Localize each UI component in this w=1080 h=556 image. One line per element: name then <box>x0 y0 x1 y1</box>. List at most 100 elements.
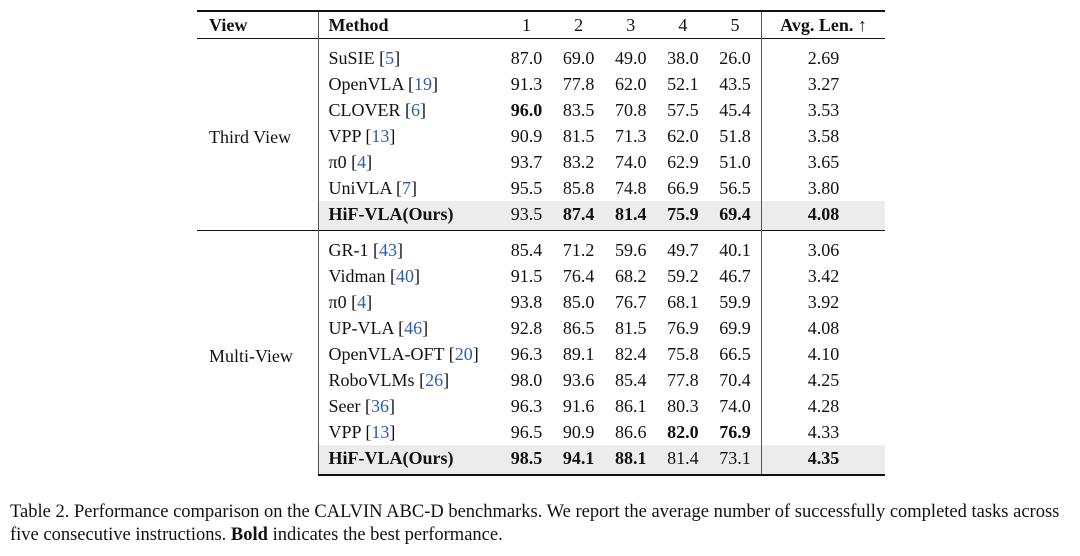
citation-link[interactable]: 19 <box>414 73 433 94</box>
method-name: VPP <box>328 421 361 442</box>
citation-link[interactable]: 4 <box>357 151 367 172</box>
avg-len-cell: 4.33 <box>761 419 885 445</box>
score-cell-5: 73.1 <box>708 445 762 476</box>
method-name: UP-VLA <box>328 317 394 338</box>
header-method: Method <box>317 11 501 39</box>
header-avg-len: Avg. Len. ↑ <box>761 11 885 39</box>
score-cell-2: 93.6 <box>562 369 595 390</box>
score-cell-3: 86.6 <box>615 421 647 442</box>
score-cell-2: 83.5 <box>562 99 595 120</box>
score-cell-3: 86.1 <box>615 395 647 416</box>
score-cell-5: 26.0 <box>719 47 751 68</box>
score-cell-1: 96.0 <box>510 99 543 120</box>
citation-bracket-close: ] <box>394 47 401 68</box>
table-row-ours: HiF-VLA(Ours) 93.5 87.4 81.4 75.9 69.4 4.08 <box>197 201 885 231</box>
citation-link[interactable]: 4 <box>357 291 367 312</box>
score-cell-5: 66.5 <box>719 343 751 364</box>
citation-bracket-close: ] <box>366 291 373 312</box>
table-row: Third View SuSIE [5] 87.0 69.0 49.0 38.0 26.0 2… <box>197 38 885 147</box>
citation-bracket-open: [ <box>444 343 455 364</box>
score-cell-1: 85.4 <box>500 230 553 263</box>
citation-bracket-close: ] <box>389 421 396 442</box>
score-cell-1: 93.8 <box>510 291 543 312</box>
caption-text: Table 2. Performance comparison on the C… <box>10 502 1060 545</box>
method-cell: OpenVLA [19] <box>317 71 501 97</box>
score-cell-4: 82.0 <box>667 421 699 442</box>
avg-len-cell: 4.28 <box>761 393 885 419</box>
header-col-1: 1 <box>522 14 532 35</box>
method-name: π0 <box>328 291 347 312</box>
score-cell-4: 77.8 <box>667 369 699 390</box>
table-row: Multi-View GR-1 [43] 85.4 71.2 59.6 49.7 40.1 3… <box>197 230 885 475</box>
citation-link[interactable]: 5 <box>385 47 395 68</box>
header-col-5: 5 <box>730 14 740 35</box>
table-row: UP-VLA [46] 92.8 86.5 81.5 76.9 69.9 4.08 <box>197 315 885 341</box>
score-cell-3: 74.8 <box>615 177 647 198</box>
avg-len-cell: 2.69 <box>761 38 885 71</box>
score-cell-1: 93.5 <box>500 201 553 231</box>
header-col-2: 2 <box>574 14 584 35</box>
citation-link[interactable]: 7 <box>402 177 412 198</box>
score-cell-1: 90.9 <box>510 125 543 146</box>
score-cell-4: 75.8 <box>667 343 699 364</box>
score-cell-5: 51.8 <box>719 125 751 146</box>
caption-text-end: indicates the best performance. <box>267 525 503 545</box>
score-cell-4: 57.5 <box>667 99 699 120</box>
avg-len-cell: 4.35 <box>761 445 885 476</box>
score-cell-1: 98.5 <box>500 445 553 476</box>
avg-len-cell: 3.42 <box>761 263 885 289</box>
citation-link[interactable]: 20 <box>454 343 473 364</box>
method-name: HiF-VLA(Ours) <box>328 203 454 224</box>
avg-len-cell: 3.92 <box>761 289 885 315</box>
method-cell: UP-VLA [46] <box>317 315 501 341</box>
citation-bracket-open: [ <box>391 177 403 198</box>
score-cell-5: 76.9 <box>719 421 751 442</box>
method-name: π0 <box>328 151 347 172</box>
score-cell-4: 68.1 <box>667 291 699 312</box>
score-cell-1: 96.3 <box>510 395 543 416</box>
table-row: Seer [36] 96.3 91.6 86.1 80.3 74.0 4.28 <box>197 393 885 419</box>
method-cell: CLOVER [6] <box>317 97 501 123</box>
third-view-group: Third View SuSIE [5] 87.0 69.0 49.0 38.0 26.0 2… <box>197 38 885 231</box>
citation-link[interactable]: 13 <box>371 421 390 442</box>
citation-bracket-open: [ <box>360 125 372 146</box>
score-cell-1: 96.5 <box>510 421 543 442</box>
score-cell-2: 83.2 <box>562 151 595 172</box>
score-cell-2: 94.1 <box>552 445 605 476</box>
score-cell-3: 81.5 <box>615 317 647 338</box>
score-cell-4: 66.9 <box>667 177 699 198</box>
method-cell: VPP [13] <box>317 419 501 445</box>
table-row: CLOVER [6] 96.0 83.5 70.8 57.5 45.4 3.53 <box>197 97 885 123</box>
citation-bracket-open: [ <box>393 317 405 338</box>
score-cell-3: 88.1 <box>604 445 657 476</box>
citation-bracket-close: ] <box>432 73 439 94</box>
score-cell-4: 62.9 <box>667 151 699 172</box>
score-cell-3: 59.6 <box>604 230 657 263</box>
score-cell-2: 87.4 <box>552 201 605 231</box>
avg-len-cell: 3.53 <box>761 97 885 123</box>
avg-len-cell: 4.08 <box>761 315 885 341</box>
score-cell-2: 91.6 <box>562 395 595 416</box>
method-name: SuSIE <box>328 47 375 68</box>
method-name: OpenVLA <box>328 73 404 94</box>
method-name: OpenVLA-OFT <box>328 343 445 364</box>
score-cell-4: 80.3 <box>667 395 699 416</box>
score-cell-1: 96.3 <box>510 343 543 364</box>
citation-bracket-open: [ <box>385 265 396 286</box>
citation-link[interactable]: 26 <box>425 369 444 390</box>
score-cell-5: 74.0 <box>719 395 751 416</box>
score-cell-5: 59.9 <box>719 291 751 312</box>
method-cell: VPP [13] <box>317 123 501 149</box>
table-row: OpenVLA-OFT [20] 96.3 89.1 82.4 75.8 66.5 4.10 <box>197 341 885 367</box>
score-cell-2: 69.0 <box>562 47 595 68</box>
avg-len-cell: 4.10 <box>761 341 885 367</box>
citation-link[interactable]: 6 <box>411 99 421 120</box>
citation-link[interactable]: 43 <box>379 239 398 260</box>
score-cell-1: 91.5 <box>510 265 543 286</box>
citation-link[interactable]: 36 <box>371 395 390 416</box>
citation-bracket-close: ] <box>397 239 404 260</box>
score-cell-3: 68.2 <box>615 265 647 286</box>
citation-link[interactable]: 40 <box>395 265 414 286</box>
citation-link[interactable]: 46 <box>404 317 423 338</box>
citation-link[interactable]: 13 <box>371 125 390 146</box>
